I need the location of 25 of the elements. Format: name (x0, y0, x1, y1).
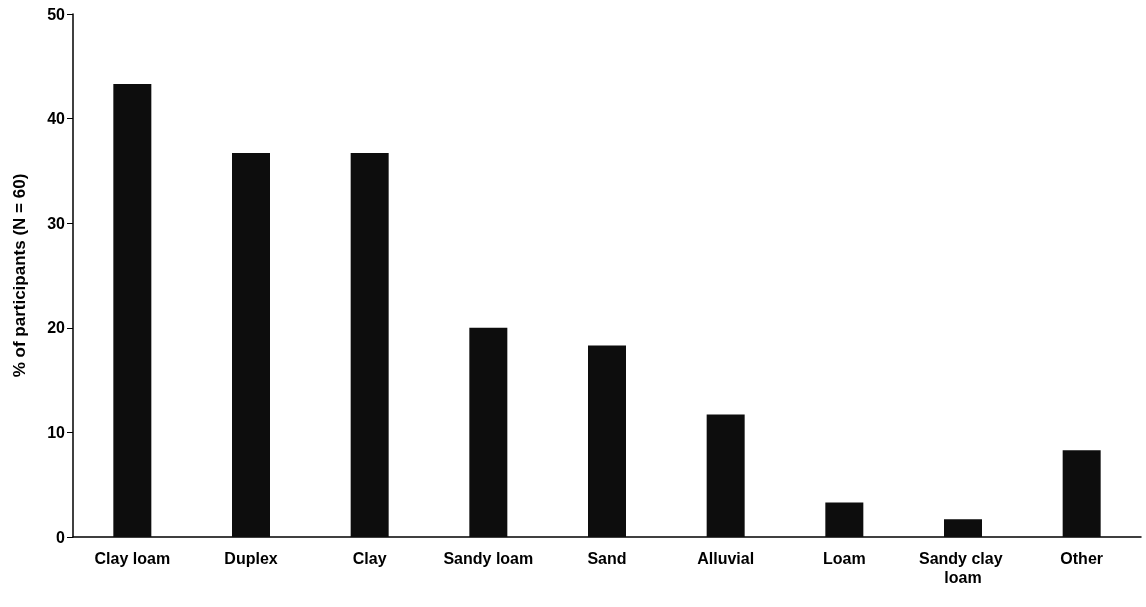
x-tick-label: Other (1060, 550, 1103, 567)
y-tick-label: 40 (47, 110, 66, 128)
y-tick-label: 10 (47, 423, 66, 441)
x-tick-label: Alluvial (697, 550, 755, 567)
bar (113, 84, 152, 537)
y-axis-title: % of participants (N = 60) (10, 173, 29, 378)
bar (588, 345, 626, 537)
bar (706, 414, 745, 537)
bar (1062, 450, 1101, 537)
bar (232, 153, 270, 537)
x-tick-label: Sandy clay loam (918, 550, 1008, 586)
bar (944, 519, 982, 537)
bar (469, 327, 508, 537)
x-tick-label: Sandy loam (443, 550, 534, 567)
y-tick-label: 50 (47, 5, 66, 23)
y-tick-label: 30 (47, 214, 66, 232)
y-tick-label: 0 (56, 528, 66, 546)
y-tick-label: 20 (47, 319, 66, 337)
x-tick-label: Loam (823, 550, 866, 567)
x-tick-label: Clay loam (94, 550, 171, 567)
bar (350, 153, 389, 537)
x-tick-label: Sand (587, 550, 627, 567)
bar (825, 502, 864, 537)
x-tick-label: Duplex (224, 550, 278, 567)
x-tick-label: Clay (352, 550, 387, 567)
